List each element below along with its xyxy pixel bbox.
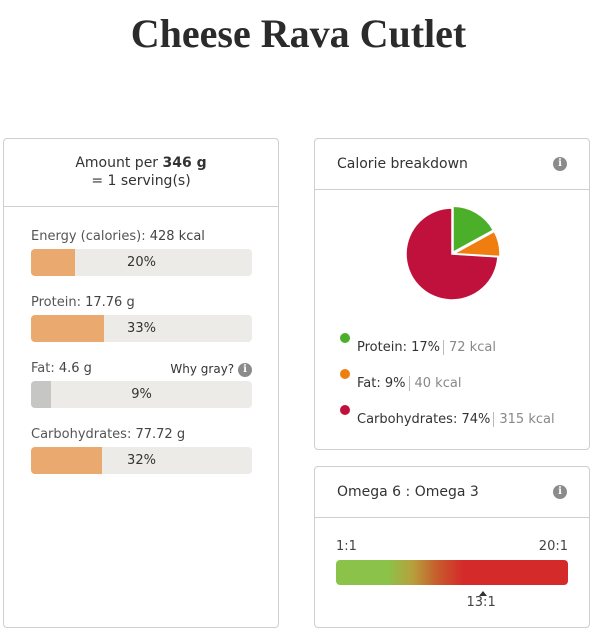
nutrient-bar-fill [31,447,102,474]
calorie-breakdown-header: Calorie breakdown i [315,139,589,190]
info-icon[interactable]: i [553,485,567,499]
nutrient-bar-fill [31,315,104,342]
nutrient-fat: Fat: 4.6 g Why gray? i 9% [31,359,252,408]
nutrient-carbohydrates: Carbohydrates: 77.72 g 32% [31,425,252,474]
nutrition-amount-card: Amount per 346 g = 1 serving(s) Energy (… [3,138,279,628]
why-gray-label: Why gray? [170,362,235,376]
legend-percent: 17% [411,340,440,355]
pie-slice-carbohydrates [405,207,499,301]
omega-title: Omega 6 : Omega 3 [337,484,479,500]
page-title: Cheese Rava Cutlet [130,11,467,56]
nutrient-bar: 9% [31,381,252,408]
nutrient-energy: Energy (calories): 428 kcal 20% [31,227,252,276]
legend-percent: 74% [461,412,491,427]
nutrient-percent: 33% [127,321,156,336]
legend-kcal: 315 kcal [493,412,555,427]
amount-grams: 346 g [162,155,207,171]
info-icon[interactable]: i [238,362,252,377]
legend-label: Protein: [357,340,407,355]
nutrient-bar: 33% [31,315,252,342]
calorie-breakdown-card: Calorie breakdown i Protein: 17% 72 kcal … [314,138,590,450]
info-icon[interactable]: i [553,157,567,171]
legend-kcal: 72 kcal [443,340,496,355]
legend-label: Fat: [357,376,381,391]
pie-slice-protein [452,205,495,254]
omega-header: Omega 6 : Omega 3 i [315,467,589,518]
nutrient-bar: 32% [31,447,252,474]
nutrient-value: 17.76 g [85,295,135,310]
nutrient-protein: Protein: 17.76 g 33% [31,293,252,342]
why-gray-link[interactable]: Why gray? i [170,359,252,379]
omega-ratio-card: Omega 6 : Omega 3 i 1:1 20:1 13:1 [314,466,590,628]
legend-dot-fat [340,369,350,379]
nutrient-name: Energy (calories): [31,229,146,244]
nutrient-name: Carbohydrates: [31,427,132,442]
pie-slice-fat [451,230,501,258]
legend-dot-carbohydrates [340,405,350,415]
omega-min-label: 1:1 [336,539,357,554]
nutrient-bar-fill [31,249,76,276]
nutrient-value: 77.72 g [135,427,186,442]
amount-prefix: Amount per [75,155,159,171]
legend-label: Carbohydrates: [357,412,458,427]
nutrient-bar-fill [31,381,51,408]
nutrient-value: 4.6 g [58,361,92,376]
omega-max-label: 20:1 [538,539,568,554]
calorie-breakdown-title: Calorie breakdown [337,156,468,172]
omega-value-label: 13:1 [466,595,496,610]
amount-header: Amount per 346 g = 1 serving(s) [4,139,278,207]
legend-kcal: 40 kcal [408,376,462,391]
calorie-pie-chart [405,205,501,301]
legend-percent: 9% [384,376,406,391]
nutrient-value: 428 kcal [149,229,205,244]
nutrient-bar: 20% [31,249,252,276]
nutrient-name: Protein: [31,295,81,310]
omega-marker-icon [478,591,487,596]
nutrient-percent: 32% [127,453,156,468]
amount-serving: = 1 serving(s) [91,173,191,189]
legend-dot-protein [340,333,350,343]
nutrient-name: Fat: [31,361,55,376]
omega-gradient-bar [336,560,568,585]
nutrient-percent: 9% [131,387,152,402]
nutrient-percent: 20% [127,255,156,270]
